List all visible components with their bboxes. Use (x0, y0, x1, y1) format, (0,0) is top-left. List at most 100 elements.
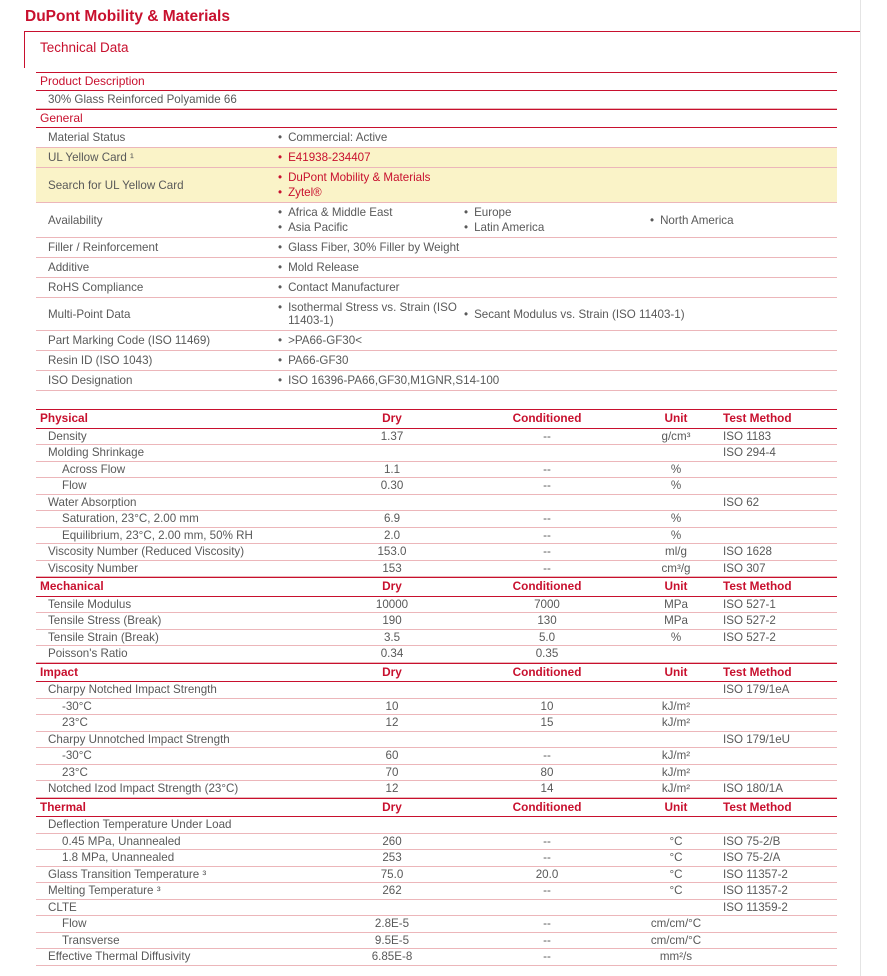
property-row: Molding Shrinkage ISO 294-4 (36, 445, 837, 462)
value-dry: 60 (385, 749, 399, 762)
value-conditioned: 7000 (534, 597, 560, 611)
value-text: Europe (474, 206, 512, 219)
value-conditioned: -- (543, 528, 551, 542)
value-conditioned: 20.0 (535, 867, 559, 881)
property-row: 1.8 MPa, Unannealed 253 -- °C ISO 75-2/A (36, 850, 837, 867)
info-row: Material Status • Commercial: Active (36, 128, 837, 148)
bullet-icon: • (650, 213, 655, 227)
test-method: ISO 11359-2 (723, 900, 788, 914)
value-dry: 3.5 (383, 630, 401, 644)
property-name: Viscosity Number (48, 561, 138, 575)
property-row: Charpy Unnotched Impact Strength ISO 179/… (36, 732, 837, 748)
bullet-value: • >PA66-GF30< (278, 333, 837, 348)
section-title: General (36, 109, 837, 128)
property-name: Density (48, 429, 87, 443)
column-header: Unit (664, 411, 688, 425)
value-conditioned: -- (543, 512, 551, 525)
bullet-icon: • (278, 301, 283, 314)
property-row: 23°C 12 15 kJ/m² (36, 715, 837, 732)
bullet-value: • Africa & Middle East (278, 205, 464, 220)
test-method: ISO 294-4 (723, 446, 776, 459)
row-values: • >PA66-GF30< (278, 331, 837, 350)
unit: °C (669, 884, 683, 897)
column-header: Dry (382, 664, 402, 679)
property-name: 23°C (62, 716, 88, 729)
page-edge-line (860, 0, 861, 976)
value-conditioned: -- (543, 479, 551, 492)
value-text: Commercial: Active (288, 131, 388, 144)
unit: % (670, 512, 682, 525)
test-method: ISO 527-2 (723, 614, 776, 627)
section-title: Product Description (36, 72, 837, 91)
unit: mm²/s (659, 950, 693, 963)
bullet-value: • Commercial: Active (278, 130, 837, 145)
value-text: North America (660, 213, 734, 227)
content: Product Description 30% Glass Reinforced … (36, 72, 837, 966)
bullet-icon: • (278, 131, 283, 144)
property-row: Viscosity Number (Reduced Viscosity) 153.… (36, 544, 837, 561)
value-dry: 2.0 (383, 528, 401, 542)
column-header: Unit (664, 579, 688, 593)
property-name: Flow (62, 479, 87, 492)
table-section-title: Impact (40, 664, 79, 679)
row-label: Material Status (48, 131, 126, 144)
value-conditioned: -- (543, 462, 551, 476)
value-conditioned: -- (543, 950, 551, 963)
property-row: Melting Temperature ³ 262 -- °C ISO 11357-2 (36, 883, 837, 900)
test-method: ISO 307 (723, 561, 766, 575)
property-name: Equilibrium, 23°C, 2.00 mm, 50% RH (62, 528, 253, 542)
property-row: 23°C 70 80 kJ/m² (36, 765, 837, 781)
value-text: Latin America (474, 221, 545, 234)
property-name: Glass Transition Temperature ³ (48, 867, 207, 881)
unit: % (670, 479, 682, 492)
table-section-title: Mechanical (40, 579, 104, 593)
unit: % (670, 462, 682, 476)
link-value[interactable]: • DuPont Mobility & Materials (278, 170, 837, 185)
row-label: Additive (48, 261, 90, 274)
property-row: Effective Thermal Diffusivity 6.85E-8 -- mm… (36, 949, 837, 966)
bullet-icon: • (278, 281, 283, 294)
bullet-icon: • (278, 171, 283, 184)
property-name: Water Absorption (48, 495, 137, 509)
value-text: Africa & Middle East (288, 206, 393, 219)
row-text: 30% Glass Reinforced Polyamide 66 (48, 93, 237, 106)
property-row: Tensile Stress (Break) 190 130 MPa ISO 527-2 (36, 613, 837, 630)
table-section-header: Thermal Dry Conditioned Unit Test Method (36, 797, 837, 817)
info-row: Additive • Mold Release (36, 258, 837, 278)
bullet-icon: • (278, 354, 283, 367)
value-dry: 10000 (375, 597, 409, 611)
brand-rule (24, 31, 861, 32)
value-conditioned: 5.0 (538, 630, 556, 644)
link-value[interactable]: • Zytel® (278, 185, 837, 200)
property-name: Tensile Strain (Break) (48, 630, 159, 644)
column-header: Test Method (723, 579, 792, 593)
property-name: Viscosity Number (Reduced Viscosity) (48, 545, 245, 558)
test-method: ISO 1628 (723, 545, 772, 558)
value-conditioned: -- (543, 561, 551, 575)
value-column: • Isothermal Stress vs. Strain (ISO 11403… (278, 300, 464, 328)
property-row: Saturation, 23°C, 2.00 mm 6.9 --% (36, 511, 837, 528)
row-label: Multi-Point Data (48, 307, 131, 321)
value-dry: 2.8E-5 (374, 917, 410, 930)
property-row: Transverse 9.5E-5 -- cm/cm/°C (36, 933, 837, 949)
bullet-icon: • (278, 206, 283, 219)
column-header: Conditioned (512, 664, 582, 679)
value-text: Contact Manufacturer (288, 281, 400, 294)
value-conditioned: 15 (540, 716, 554, 729)
bullet-icon: • (278, 374, 283, 387)
info-row: Multi-Point Data • Isothermal Stress vs. S… (36, 298, 837, 331)
row-label: Search for UL Yellow Card (48, 178, 184, 192)
link-value[interactable]: • E41938-234407 (278, 150, 837, 165)
value-dry: 12 (385, 782, 399, 795)
unit: cm³/g (661, 561, 691, 575)
value-conditioned: -- (543, 917, 551, 930)
value-column: • Secant Modulus vs. Strain (ISO 11403-1) (464, 307, 837, 322)
row-values: • Commercial: Active (278, 128, 837, 147)
column-header: Unit (664, 799, 688, 814)
value-conditioned: -- (543, 851, 551, 864)
value-dry: 1.1 (383, 462, 401, 476)
value-text: Asia Pacific (288, 221, 348, 234)
info-row: Search for UL Yellow Card • DuPont Mobilit… (36, 168, 837, 203)
bullet-value: • Europe (464, 205, 650, 220)
